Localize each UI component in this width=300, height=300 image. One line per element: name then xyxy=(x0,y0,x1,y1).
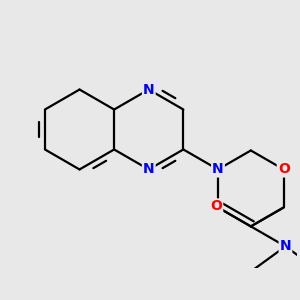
Text: O: O xyxy=(278,163,290,176)
Text: N: N xyxy=(143,82,154,97)
Text: N: N xyxy=(143,163,154,176)
Text: N: N xyxy=(280,239,291,254)
Text: N: N xyxy=(212,163,224,176)
Text: O: O xyxy=(210,200,222,213)
